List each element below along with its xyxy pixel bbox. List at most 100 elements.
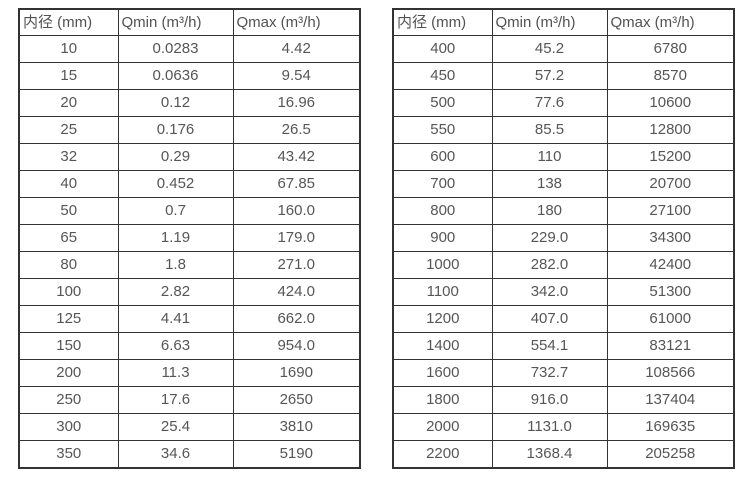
table-cell: 85.5 — [491, 116, 608, 144]
table-cell: 900 — [392, 224, 493, 252]
table-cell: 0.452 — [117, 170, 234, 198]
table-cell: 137404 — [606, 386, 735, 414]
table-cell: 45.2 — [491, 35, 608, 63]
table-cell: 51300 — [606, 278, 735, 306]
table-cell: 282.0 — [491, 251, 608, 279]
table-cell: 0.0636 — [117, 62, 234, 90]
table-row: 100 2.82 424.0 — [18, 278, 361, 306]
table-cell: 169635 — [606, 413, 735, 441]
table-cell: 350 — [18, 440, 119, 469]
table-row: 400 45.2 6780 — [392, 35, 735, 63]
table-cell: 800 — [392, 197, 493, 225]
table-row: 300 25.4 3810 — [18, 413, 361, 441]
table-cell: 57.2 — [491, 62, 608, 90]
column-header: Qmin (m³/h) — [491, 8, 608, 36]
column-header: Qmin (m³/h) — [117, 8, 234, 36]
table-row: 1800 916.0 137404 — [392, 386, 735, 414]
table-cell: 65 — [18, 224, 119, 252]
table-row: 40 0.452 67.85 — [18, 170, 361, 198]
table-cell: 1600 — [392, 359, 493, 387]
table-cell: 550 — [392, 116, 493, 144]
table-cell: 2000 — [392, 413, 493, 441]
table-cell: 4.42 — [232, 35, 361, 63]
table-cell: 0.7 — [117, 197, 234, 225]
column-header: 内径 (mm) — [392, 8, 493, 36]
table-cell: 61000 — [606, 305, 735, 333]
table-cell: 160.0 — [232, 197, 361, 225]
table-row: 2000 1131.0 169635 — [392, 413, 735, 441]
table-row: 1100 342.0 51300 — [392, 278, 735, 306]
table-cell: 80 — [18, 251, 119, 279]
table-cell: 10 — [18, 35, 119, 63]
table-row: 600 110 15200 — [392, 143, 735, 171]
table-cell: 424.0 — [232, 278, 361, 306]
table-cell: 32 — [18, 143, 119, 171]
table-cell: 205258 — [606, 440, 735, 469]
table-row: 20 0.12 16.96 — [18, 89, 361, 117]
table-cell: 1.19 — [117, 224, 234, 252]
column-header: Qmax (m³/h) — [232, 8, 361, 36]
table-row: 800 180 27100 — [392, 197, 735, 225]
table-cell: 34300 — [606, 224, 735, 252]
table-cell: 0.29 — [117, 143, 234, 171]
table-row: 450 57.2 8570 — [392, 62, 735, 90]
header-row: 内径 (mm) Qmin (m³/h) Qmax (m³/h) — [18, 8, 361, 36]
table-cell: 200 — [18, 359, 119, 387]
table-cell: 600 — [392, 143, 493, 171]
table-cell: 17.6 — [117, 386, 234, 414]
table-cell: 40 — [18, 170, 119, 198]
table-cell: 27100 — [606, 197, 735, 225]
table-cell: 732.7 — [491, 359, 608, 387]
table-row: 900 229.0 34300 — [392, 224, 735, 252]
table-cell: 1.8 — [117, 251, 234, 279]
table-cell: 342.0 — [491, 278, 608, 306]
table-cell: 108566 — [606, 359, 735, 387]
table-cell: 1100 — [392, 278, 493, 306]
table-cell: 2650 — [232, 386, 361, 414]
table-row: 500 77.6 10600 — [392, 89, 735, 117]
table-cell: 2200 — [392, 440, 493, 469]
table-cell: 954.0 — [232, 332, 361, 360]
table-cell: 271.0 — [232, 251, 361, 279]
flow-spec-table-small-diameters: 内径 (mm) Qmin (m³/h) Qmax (m³/h) 10 0.0283 4.… — [18, 8, 361, 469]
table-cell: 1000 — [392, 251, 493, 279]
table-row: 550 85.5 12800 — [392, 116, 735, 144]
table-row: 125 4.41 662.0 — [18, 305, 361, 333]
table-cell: 1400 — [392, 332, 493, 360]
table-cell: 100 — [18, 278, 119, 306]
table-cell: 400 — [392, 35, 493, 63]
table-cell: 20700 — [606, 170, 735, 198]
flow-spec-table-large-diameters: 内径 (mm) Qmin (m³/h) Qmax (m³/h) 400 45.2 678… — [392, 8, 735, 469]
table-row: 50 0.7 160.0 — [18, 197, 361, 225]
table-cell: 10600 — [606, 89, 735, 117]
column-header: Qmax (m³/h) — [606, 8, 735, 36]
table-cell: 15200 — [606, 143, 735, 171]
table-row: 65 1.19 179.0 — [18, 224, 361, 252]
table-cell: 229.0 — [491, 224, 608, 252]
table-row: 350 34.6 5190 — [18, 440, 361, 469]
table-row: 250 17.6 2650 — [18, 386, 361, 414]
table-cell: 138 — [491, 170, 608, 198]
table-cell: 1131.0 — [491, 413, 608, 441]
table-cell: 1200 — [392, 305, 493, 333]
table-cell: 67.85 — [232, 170, 361, 198]
table-cell: 25.4 — [117, 413, 234, 441]
table-row: 1200 407.0 61000 — [392, 305, 735, 333]
table-cell: 500 — [392, 89, 493, 117]
table-cell: 110 — [491, 143, 608, 171]
table-cell: 180 — [491, 197, 608, 225]
table-row: 15 0.0636 9.54 — [18, 62, 361, 90]
table-cell: 0.0283 — [117, 35, 234, 63]
table-cell: 407.0 — [491, 305, 608, 333]
table-row: 1400 554.1 83121 — [392, 332, 735, 360]
table-cell: 450 — [392, 62, 493, 90]
table-cell: 43.42 — [232, 143, 361, 171]
table-row: 1000 282.0 42400 — [392, 251, 735, 279]
table-cell: 15 — [18, 62, 119, 90]
table-row: 1600 732.7 108566 — [392, 359, 735, 387]
table-row: 32 0.29 43.42 — [18, 143, 361, 171]
table-row: 150 6.63 954.0 — [18, 332, 361, 360]
table-cell: 8570 — [606, 62, 735, 90]
table-cell: 300 — [18, 413, 119, 441]
table-cell: 125 — [18, 305, 119, 333]
